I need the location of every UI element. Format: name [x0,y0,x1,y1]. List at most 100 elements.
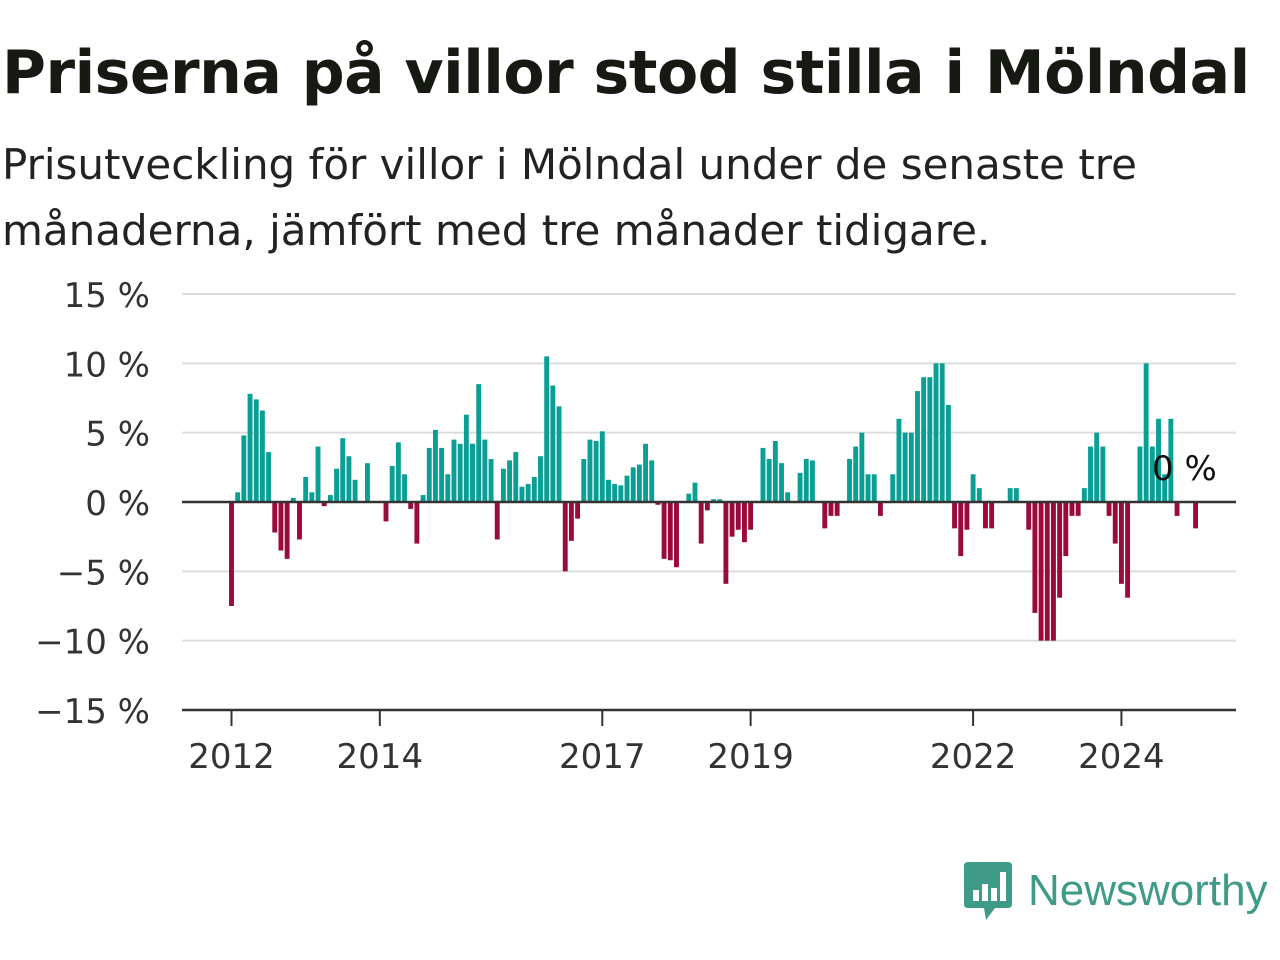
bar [1050,502,1056,641]
bar [519,486,525,502]
bar [853,446,859,502]
y-tick-label: −5 % [57,553,150,593]
bar [1149,446,1155,502]
bar [457,443,463,502]
bar [630,467,636,502]
bar [643,443,649,502]
bar [402,474,407,502]
bar [828,502,834,516]
bar [550,385,556,502]
bar [408,502,414,509]
bar [877,502,883,516]
bar [1112,502,1118,544]
bar [686,493,692,502]
bar [809,460,815,502]
bar [327,495,333,502]
bar [822,502,828,529]
x-tick-label: 2022 [930,737,1017,777]
bar [1162,474,1168,502]
tick-labels: 15 % 10 % 5 % 0 % −5 % −10 % −15 % 2012 2014 2017… [35,276,1217,777]
bar [723,502,729,584]
bar [945,404,951,502]
bar [544,356,550,502]
bar [636,464,642,502]
bar [958,502,964,557]
bar [772,440,778,502]
bar [612,483,618,502]
bar [1193,502,1199,529]
bar [303,477,309,502]
bar [871,474,877,502]
bar [902,432,908,502]
bar [779,463,784,502]
bar [334,468,340,502]
bar [1143,363,1149,502]
y-tick-label: 5 % [85,415,150,455]
bar [451,439,457,502]
bar [1063,502,1069,557]
bar [692,482,698,502]
bar [272,502,278,533]
bar [352,479,358,502]
bar [711,499,716,502]
bar [704,502,710,511]
bar [556,406,562,502]
bar [414,502,420,544]
bar [1156,418,1161,502]
bar [667,502,673,561]
bar [531,477,537,502]
bar [587,439,593,502]
brand-name: Newsworthy [1028,866,1268,915]
bar [241,435,247,502]
bar [1044,502,1050,641]
bar [315,446,321,502]
bar [674,502,679,568]
latest-value-label: 0 % [1152,449,1217,489]
bar [760,447,766,502]
bar [383,502,389,522]
bar [235,492,241,502]
bar [284,502,290,559]
newsworthy-logo-icon [964,862,1012,920]
bar [803,459,809,502]
bar [748,502,754,530]
bar [432,429,438,502]
bar [649,460,655,502]
bar [1013,488,1019,502]
chart-title: Priserna på villor stod stilla i Mölndal [2,38,1250,108]
bar [568,502,574,541]
bar [933,363,939,502]
bar [1088,446,1093,502]
bar [859,432,865,502]
y-tick-label: 0 % [85,484,150,524]
bar [655,502,661,505]
bar [834,502,840,516]
y-tick-label: 15 % [64,276,150,316]
y-tick-label: −15 % [35,692,150,732]
y-tick-label: 10 % [64,345,150,385]
bar [420,495,426,502]
bar [970,474,976,502]
x-tick-label: 2019 [707,737,794,777]
bar [426,447,432,502]
bar [698,502,704,544]
x-tick-label: 2024 [1078,737,1165,777]
bars [229,356,1199,641]
bar [661,502,667,559]
bar [500,468,506,502]
bar [865,474,871,502]
bar [507,460,513,502]
bar [581,459,587,502]
bar [766,459,772,502]
bar [896,418,902,502]
bar [445,474,451,502]
bar [562,502,568,572]
bar [741,502,747,543]
newsworthy-logo: Newsworthy [962,860,1268,922]
bar [952,502,958,529]
bar [340,438,346,502]
bar [921,377,927,502]
bar [599,431,605,502]
bar [735,502,741,530]
